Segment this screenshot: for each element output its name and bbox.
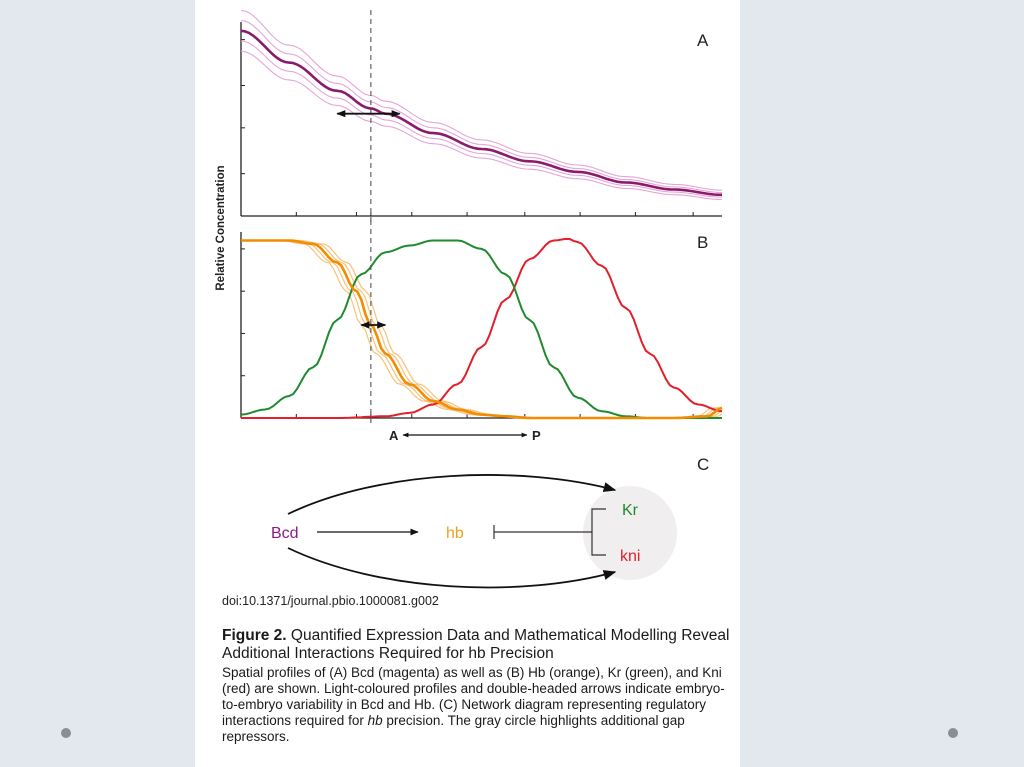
- node-hb: hb: [446, 525, 464, 542]
- caption-body-italic: hb: [367, 713, 383, 728]
- bcd-variability-line: [240, 50, 723, 201]
- network-diagram: C Bcd hb Kr kni: [271, 455, 709, 589]
- doi-text: doi:10.1371/journal.pbio.1000081.g002: [222, 594, 439, 608]
- hb-variability-line: [241, 239, 722, 419]
- kni-line: [241, 237, 723, 419]
- gap-repressor-highlight-circle: [583, 486, 677, 580]
- figure-card: [195, 0, 740, 767]
- hb-line: [241, 239, 723, 420]
- posterior-label: P: [532, 428, 541, 443]
- nav-dot-left[interactable]: [61, 728, 71, 738]
- caption-body: Spatial profiles of (A) Bcd (magenta) as…: [222, 665, 732, 745]
- panel-b-chart: [240, 220, 723, 424]
- anterior-label: A: [389, 428, 399, 443]
- caption-body-part-1: Spatial profiles of (A) Bcd (magenta) as…: [222, 665, 725, 728]
- kr-line: [240, 239, 722, 419]
- panel-label-b: B: [697, 233, 708, 252]
- bcd-to-kni-arrow: [287, 547, 617, 589]
- panel-a-chart: [240, 9, 723, 222]
- node-kni: kni: [620, 548, 640, 565]
- bcd-variability-line: [240, 9, 723, 191]
- panel-label-c: C: [697, 455, 709, 474]
- figure-caption: Figure 2. Quantified Expression Data and…: [222, 627, 732, 745]
- hb-variability-line: [241, 239, 723, 419]
- caption-title-block: Figure 2. Quantified Expression Data and…: [222, 627, 732, 663]
- bcd-variability-line: [240, 40, 723, 198]
- caption-title: Quantified Expression Data and Mathemati…: [222, 627, 730, 662]
- bcd-line: [240, 29, 723, 197]
- y-axis-label: Relative Concentration: [215, 165, 227, 290]
- hb-variability-line: [241, 239, 722, 419]
- bcd-variability-line: [240, 20, 723, 194]
- node-bcd: Bcd: [271, 525, 299, 542]
- hb-variability-line: [241, 239, 723, 419]
- bcd-to-kr-arrow: [287, 474, 617, 515]
- nav-dot-right[interactable]: [948, 728, 958, 738]
- caption-label: Figure 2.: [222, 627, 287, 644]
- node-kr: Kr: [622, 502, 639, 519]
- panel-label-a: A: [697, 31, 709, 50]
- repressor-bracket: [591, 508, 606, 556]
- caption-body-part-3: precision. The gray circle highlights ad…: [222, 713, 685, 744]
